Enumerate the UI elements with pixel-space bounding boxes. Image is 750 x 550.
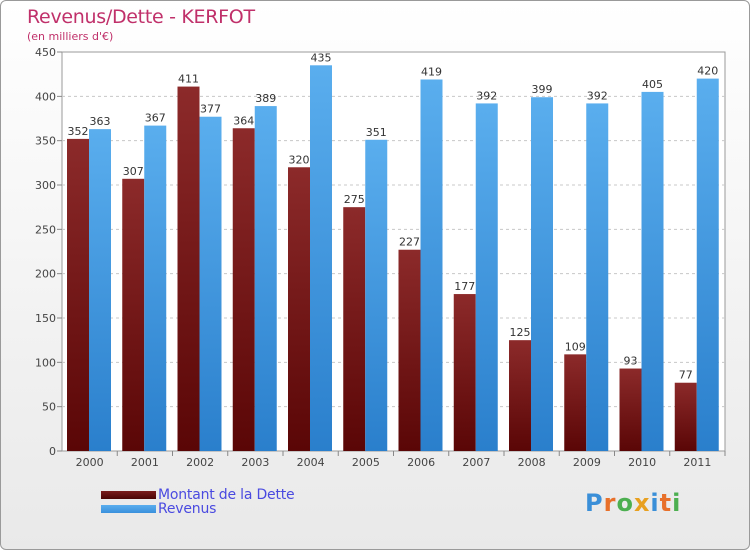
x-tick-label-2003: 2003	[241, 456, 269, 469]
data-label-revenus-2009: 392	[587, 89, 608, 102]
bar-revenus-2005	[365, 139, 388, 451]
y-axis-ticks: 0 50 100 150 200 250 300 350 400 450	[35, 46, 62, 458]
data-label-revenus-2000: 363	[90, 115, 111, 128]
legend-label-revenus: Revenus	[158, 501, 217, 517]
data-label-revenus-2011: 420	[697, 65, 718, 78]
bar-revenus-2001	[144, 125, 167, 452]
plot-area	[61, 51, 726, 452]
y-tick-label-250: 250	[35, 223, 56, 236]
bar-revenus-2000	[89, 129, 111, 451]
bar-revenus-2004	[310, 65, 332, 452]
x-tick-label-2006: 2006	[407, 456, 435, 469]
data-label-dette-2005: 275	[344, 193, 365, 206]
data-label-revenus-2010: 405	[642, 78, 663, 91]
grid-lines	[62, 95, 725, 408]
logo-letter-5: t	[659, 489, 673, 517]
legend-swatch-dette	[101, 491, 156, 499]
bar-revenus-2006	[420, 79, 443, 451]
data-label-dette-2004: 320	[289, 153, 310, 166]
chart-subtitle: (en milliers d'€)	[27, 30, 114, 43]
bar-dette-2002	[177, 86, 200, 451]
logo-letter-3: x	[633, 489, 651, 517]
bar-dette-2008	[509, 340, 531, 451]
legend-swatch-revenus	[101, 505, 156, 513]
x-tick-label-2008: 2008	[518, 456, 546, 469]
legend-label-dette: Montant de la Dette	[158, 487, 295, 503]
bar-dette-2000	[67, 138, 89, 452]
y-tick-label-100: 100	[35, 356, 56, 369]
data-label-dette-2009: 109	[565, 340, 586, 353]
y-tick-label-300: 300	[35, 179, 56, 192]
legend-item-revenus: Revenus	[101, 501, 217, 517]
bar-dette-2001	[122, 178, 145, 451]
data-label-revenus-2003: 389	[255, 92, 276, 105]
data-label-revenus-2008: 399	[532, 83, 553, 96]
data-label-dette-2010: 93	[624, 355, 638, 368]
bar-revenus-2010	[641, 91, 664, 452]
bar-dette-2004	[288, 167, 310, 451]
y-tick-label-200: 200	[35, 268, 56, 281]
x-tick-label-2002: 2002	[186, 456, 214, 469]
bar-dette-2007	[453, 294, 476, 451]
x-tick-label-2004: 2004	[297, 456, 325, 469]
bar-dette-2009	[564, 354, 587, 451]
bar-dette-2010	[619, 368, 642, 451]
data-label-dette-2006: 227	[399, 236, 420, 249]
x-tick-label-2011: 2011	[683, 456, 711, 469]
data-label-revenus-2005: 351	[366, 126, 387, 139]
y-tick-label-50: 50	[42, 401, 56, 414]
x-axis-ticks: 2000 2001 2002 2003 2004 2005 2006 2007 2008 2009…	[76, 451, 726, 469]
bar-revenus-2008	[531, 97, 553, 451]
data-label-dette-2000: 352	[68, 125, 89, 138]
legend-item-dette: Montant de la Dette	[101, 487, 295, 503]
x-tick-label-2001: 2001	[131, 456, 159, 469]
data-label-revenus-2007: 392	[476, 89, 497, 102]
logo-letter-4: i	[650, 489, 660, 517]
chart-title: Revenus/Dette - KERFOT	[27, 6, 255, 28]
bar-dette-2011	[674, 382, 697, 451]
data-label-dette-2011: 77	[679, 369, 693, 382]
bar-revenus-2003	[254, 106, 277, 451]
bar-dette-2006	[398, 249, 421, 451]
bar-dette-2003	[232, 128, 255, 451]
bar-revenus-2011	[696, 78, 719, 451]
data-label-revenus-2004: 435	[311, 51, 332, 64]
x-tick-label-2007: 2007	[462, 456, 490, 469]
logo-letter-2: o	[616, 489, 634, 517]
data-label-revenus-2001: 367	[145, 112, 166, 125]
bar-revenus-2007	[475, 103, 498, 451]
proxiti-logo: Proxiti	[585, 489, 681, 517]
x-tick-label-2009: 2009	[573, 456, 601, 469]
data-label-dette-2008: 125	[510, 326, 531, 339]
data-label-dette-2002: 411	[178, 73, 199, 86]
data-label-dette-2007: 177	[454, 280, 475, 293]
data-label-dette-2003: 364	[233, 114, 254, 127]
logo-letter-6: i	[672, 489, 682, 517]
x-tick-label-2005: 2005	[352, 456, 380, 469]
y-tick-label-350: 350	[35, 135, 56, 148]
x-tick-label-2010: 2010	[628, 456, 656, 469]
bar-revenus-2002	[199, 116, 222, 451]
y-tick-label-450: 450	[35, 46, 56, 59]
bars	[67, 65, 719, 452]
y-tick-label-0: 0	[49, 445, 56, 458]
data-label-dette-2001: 307	[123, 165, 144, 178]
logo-letter-1: r	[603, 489, 617, 517]
logo-letter-0: P	[585, 489, 604, 517]
x-tick-label-2000: 2000	[76, 456, 104, 469]
y-tick-label-150: 150	[35, 312, 56, 325]
data-label-revenus-2006: 419	[421, 65, 442, 78]
bar-dette-2005	[343, 207, 366, 451]
y-tick-label-400: 400	[35, 90, 56, 103]
bar-revenus-2009	[586, 103, 609, 451]
data-label-revenus-2002: 377	[200, 103, 221, 116]
